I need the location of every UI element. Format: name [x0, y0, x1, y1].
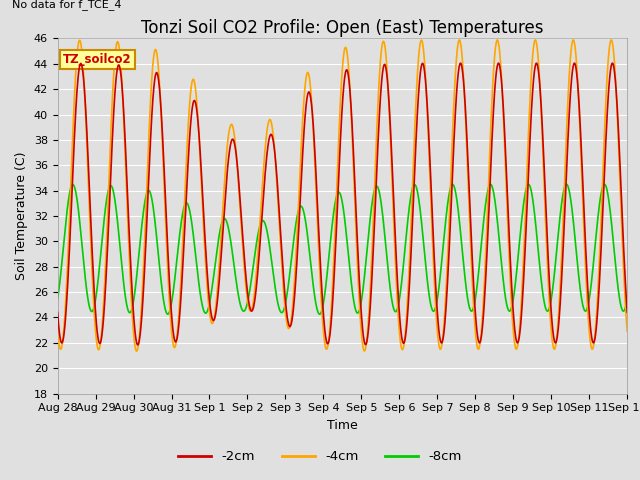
-4cm — [573, 72, 581, 78]
-4cm — [623, 328, 631, 334]
-8cm — [359, 286, 367, 291]
-4cm — [589, 345, 597, 350]
-8cm — [525, 181, 532, 187]
-4cm — [54, 328, 61, 334]
Y-axis label: Soil Temperature (C): Soil Temperature (C) — [15, 152, 28, 280]
Line: -8cm: -8cm — [58, 184, 627, 314]
-4cm — [359, 345, 367, 350]
-8cm — [212, 252, 220, 257]
-2cm — [589, 340, 597, 346]
-8cm — [508, 302, 516, 308]
-2cm — [532, 60, 540, 66]
Text: No data for f_TCE_4: No data for f_TCE_4 — [12, 0, 122, 10]
-2cm — [508, 292, 516, 298]
-4cm — [372, 160, 380, 166]
Title: Tonzi Soil CO2 Profile: Open (East) Temperatures: Tonzi Soil CO2 Profile: Open (East) Temp… — [141, 19, 543, 37]
-8cm — [589, 263, 597, 269]
-2cm — [54, 310, 61, 315]
Legend: -2cm, -4cm, -8cm: -2cm, -4cm, -8cm — [173, 445, 467, 468]
-4cm — [132, 348, 140, 354]
-2cm — [372, 197, 380, 203]
-2cm — [213, 304, 221, 310]
-8cm — [54, 296, 61, 302]
-8cm — [372, 184, 380, 190]
-4cm — [509, 317, 516, 323]
-8cm — [316, 312, 323, 317]
-8cm — [573, 259, 581, 265]
-4cm — [213, 294, 221, 300]
-2cm — [134, 342, 141, 348]
-2cm — [359, 331, 367, 337]
-8cm — [623, 296, 631, 302]
Text: TZ_soilco2: TZ_soilco2 — [63, 53, 132, 66]
Line: -4cm: -4cm — [58, 40, 627, 351]
Line: -2cm: -2cm — [58, 63, 627, 345]
-2cm — [573, 77, 581, 83]
X-axis label: Time: Time — [327, 419, 358, 432]
-4cm — [493, 37, 501, 43]
-2cm — [623, 310, 631, 315]
